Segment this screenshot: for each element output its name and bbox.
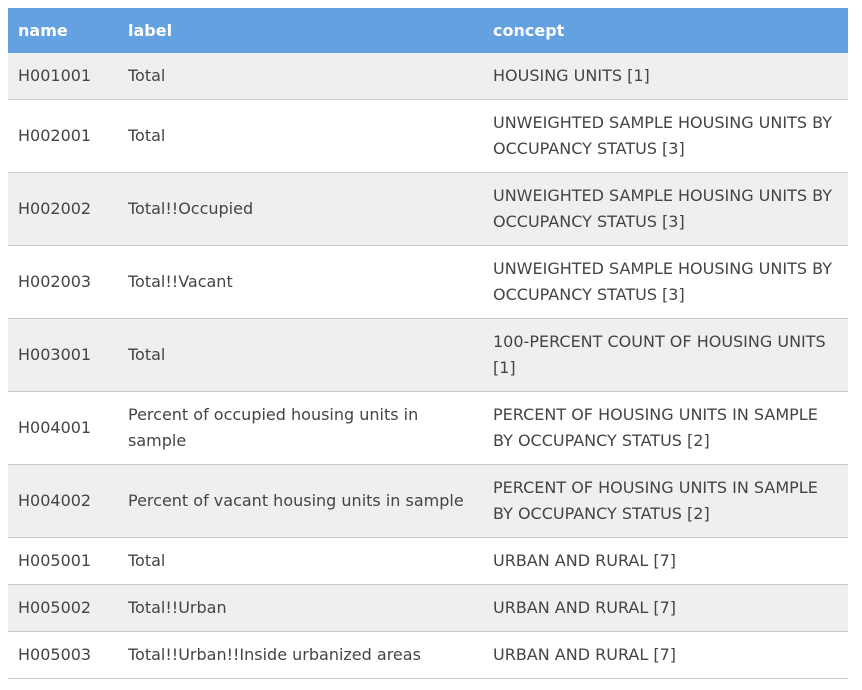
cell-concept: 100-PERCENT COUNT OF HOUSING UNITS [1] [483,318,848,392]
cell-name: H004002 [8,464,118,538]
cell-name: H003001 [8,318,118,392]
cell-label: Percent of vacant housing units in sampl… [118,464,483,538]
cell-concept: UNWEIGHTED SAMPLE HOUSING UNITS BY OCCUP… [483,99,848,173]
cell-name: H002001 [8,99,118,173]
variables-table: name label concept H001001 Total HOUSING… [8,8,848,679]
cell-name: H002002 [8,172,118,246]
table-row: H005002 Total!!Urban URBAN AND RURAL [7] [8,584,848,632]
table-row: H002002 Total!!Occupied UNWEIGHTED SAMPL… [8,172,848,246]
cell-concept: URBAN AND RURAL [7] [483,537,848,585]
cell-label: Total [118,318,483,392]
cell-name: H004001 [8,391,118,465]
cell-label: Total [118,99,483,173]
cell-label: Total!!Urban!!Inside urbanized areas [118,631,483,679]
table-row: H004001 Percent of occupied housing unit… [8,391,848,465]
cell-name: H002003 [8,245,118,319]
cell-label: Total!!Vacant [118,245,483,319]
table-row: H005003 Total!!Urban!!Inside urbanized a… [8,631,848,679]
cell-label: Total [118,53,483,100]
table-row: H002001 Total UNWEIGHTED SAMPLE HOUSING … [8,99,848,173]
cell-label: Total!!Occupied [118,172,483,246]
table-header-row: name label concept [8,8,848,53]
cell-name: H005001 [8,537,118,585]
cell-label: Total [118,537,483,585]
table-row: H004002 Percent of vacant housing units … [8,464,848,538]
cell-concept: URBAN AND RURAL [7] [483,584,848,632]
cell-label: Percent of occupied housing units in sam… [118,391,483,465]
cell-concept: UNWEIGHTED SAMPLE HOUSING UNITS BY OCCUP… [483,245,848,319]
cell-label: Total!!Urban [118,584,483,632]
cell-concept: UNWEIGHTED SAMPLE HOUSING UNITS BY OCCUP… [483,172,848,246]
cell-concept: URBAN AND RURAL [7] [483,631,848,679]
table-row: H003001 Total 100-PERCENT COUNT OF HOUSI… [8,318,848,392]
table-body: H001001 Total HOUSING UNITS [1] H002001 … [8,53,848,679]
cell-concept: PERCENT OF HOUSING UNITS IN SAMPLE BY OC… [483,464,848,538]
cell-name: H001001 [8,53,118,100]
cell-name: H005003 [8,631,118,679]
column-header-label: label [118,8,483,53]
column-header-concept: concept [483,8,848,53]
variables-table-container: name label concept H001001 Total HOUSING… [8,8,848,679]
table-row: H002003 Total!!Vacant UNWEIGHTED SAMPLE … [8,245,848,319]
cell-concept: HOUSING UNITS [1] [483,53,848,100]
table-row: H005001 Total URBAN AND RURAL [7] [8,537,848,585]
cell-concept: PERCENT OF HOUSING UNITS IN SAMPLE BY OC… [483,391,848,465]
table-row: H001001 Total HOUSING UNITS [1] [8,53,848,100]
column-header-name: name [8,8,118,53]
table-header: name label concept [8,8,848,53]
cell-name: H005002 [8,584,118,632]
